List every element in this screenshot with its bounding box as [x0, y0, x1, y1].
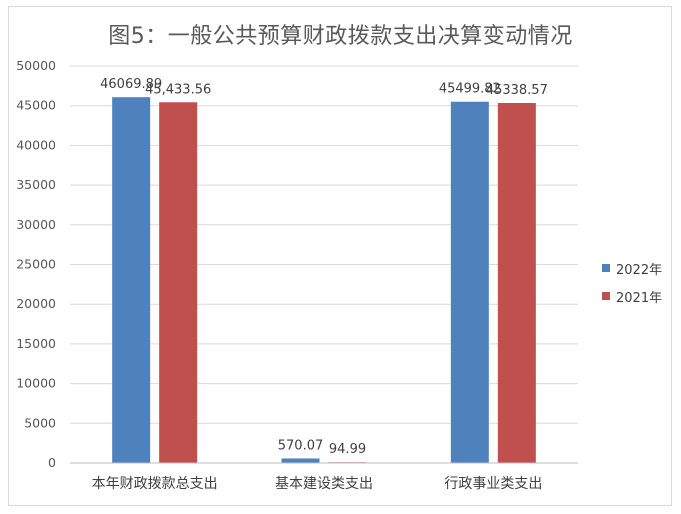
y-tick-label: 25000 [16, 257, 56, 272]
y-tick-label: 20000 [16, 296, 56, 311]
x-category-label: 基本建设类支出 [275, 475, 373, 492]
y-tick-label: 30000 [16, 217, 56, 232]
y-tick-label: 50000 [16, 58, 56, 73]
y-tick-label: 45000 [16, 98, 56, 113]
y-tick-label: 35000 [16, 177, 56, 192]
y-tick-label: 5000 [24, 415, 56, 430]
data-label: 46069.89 [100, 77, 162, 92]
data-label: 45,433.56 [145, 82, 211, 97]
legend-label-2022: 2022年 [616, 262, 663, 278]
legend-item-2021: 2021年 [602, 282, 662, 310]
data-label: 45338.57 [486, 83, 548, 98]
data-label: 45499.82 [439, 82, 501, 97]
legend-label-2021: 2021年 [616, 290, 663, 306]
x-category-label: 行政事业类支出 [444, 476, 542, 492]
bar [159, 102, 198, 463]
y-tick-label: 10000 [16, 376, 56, 391]
data-label: 94.99 [329, 442, 366, 457]
x-category-label: 本年财政拨款总支出 [92, 476, 218, 492]
chart-legend: 2022年 2021年 [602, 254, 662, 310]
legend-swatch-2021 [602, 292, 610, 300]
y-tick-label: 0 [48, 455, 56, 470]
bar [450, 101, 489, 463]
legend-swatch-2022 [602, 264, 610, 272]
y-tick-label: 15000 [16, 336, 56, 351]
data-label: 570.07 [278, 438, 324, 453]
bar [497, 103, 536, 464]
chart-title: 图5：一般公共预算财政拨款支出决算变动情况 [108, 24, 573, 49]
bar [281, 458, 320, 463]
y-tick-label: 40000 [16, 137, 56, 152]
legend-item-2022: 2022年 [602, 254, 662, 282]
bar [112, 97, 151, 463]
